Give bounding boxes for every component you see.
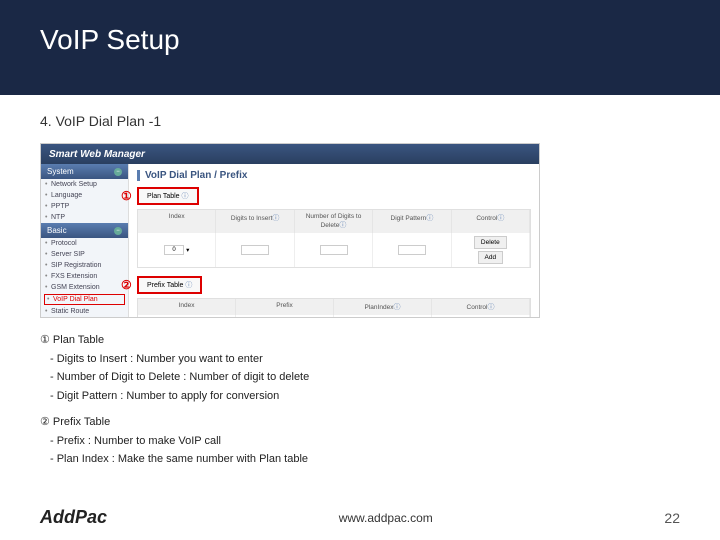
sidebar-item[interactable]: PPTP [41,201,128,212]
plan-table-label: ① Plan Table ⓘ [137,187,199,205]
info-icon[interactable]: ⓘ [393,304,400,311]
info-icon[interactable]: ⓘ [426,215,433,222]
note-title: ② Prefix Table [40,414,680,431]
callout-2: ② [121,278,132,292]
note-line: - Plan Index : Make the same number with… [40,451,680,468]
page-number: 22 [664,510,680,526]
slide-header: VoIP Setup [0,0,720,95]
col-header: Index [138,210,216,233]
sidebar-section-basic[interactable]: Basic− [41,223,128,238]
info-icon[interactable]: ⓘ [497,215,504,222]
sidebar-item[interactable]: Server SIP [41,249,128,260]
sidebar-item[interactable]: Network Setup [41,179,128,190]
col-header: Controlⓘ [432,299,530,315]
page-title: VoIP Dial Plan / Prefix [137,170,531,181]
info-icon[interactable]: ⓘ [272,215,279,222]
explanation-notes: ① Plan Table - Digits to Insert : Number… [40,332,680,468]
sidebar-item[interactable]: Protocol [41,238,128,249]
add-button[interactable]: Add [478,251,504,264]
info-icon[interactable]: ⓘ [180,193,189,200]
collapse-icon: − [114,168,122,176]
col-header: Number of Digits to Deleteⓘ [295,210,373,233]
footer-url: www.addpac.com [107,511,664,525]
prefix-table: Index Prefix PlanIndexⓘ Controlⓘ 0▾ N/A▾… [137,298,531,318]
sidebar-item[interactable]: Language [41,190,128,201]
sidebar-item[interactable]: FXS Extension [41,271,128,282]
prefix-table-label: ② Prefix Table ⓘ [137,276,202,294]
sidebar-item[interactable]: NTP [41,212,128,223]
note-line: - Digits to Insert : Number you want to … [40,351,680,368]
slide-title: VoIP Setup [40,24,720,56]
logo: AddPac [40,507,107,528]
collapse-icon: − [114,227,122,235]
swm-header: Smart Web Manager [41,144,539,164]
callout-1: ① [121,189,132,203]
sidebar-item[interactable]: GSM Extension [41,282,128,293]
note-line: - Prefix : Number to make VoIP call [40,433,680,450]
section-title: 4. VoIP Dial Plan -1 [40,113,680,129]
info-icon[interactable]: ⓘ [487,304,494,311]
app-screenshot: Smart Web Manager System− Network Setup … [40,143,540,318]
digit-pattern-input[interactable] [398,245,426,255]
index-select[interactable]: 0 [164,245,184,255]
digits-delete-input[interactable] [320,245,348,255]
sidebar-item-active[interactable]: VoIP Dial Plan [44,294,125,305]
swm-sidebar: System− Network Setup Language PPTP NTP … [41,164,129,317]
chevron-down-icon: ▾ [186,246,189,254]
col-header: Digit Patternⓘ [373,210,451,233]
delete-button[interactable]: Delete [474,236,507,249]
digits-insert-input[interactable] [241,245,269,255]
slide-footer: AddPac www.addpac.com 22 [0,507,720,528]
col-header: Prefix [236,299,334,315]
col-header: Digits to Insertⓘ [216,210,294,233]
swm-brand: Smart Web Manager [49,149,145,160]
sidebar-section-system[interactable]: System− [41,164,128,179]
note-title: ① Plan Table [40,332,680,349]
col-header: Controlⓘ [452,210,530,233]
note-line: - Number of Digit to Delete : Number of … [40,369,680,386]
slide-content: 4. VoIP Dial Plan -1 Smart Web Manager S… [0,95,720,468]
col-header: PlanIndexⓘ [334,299,432,315]
sidebar-item[interactable]: Hot Line [41,317,128,318]
sidebar-item[interactable]: SIP Registration [41,260,128,271]
note-line: - Digit Pattern : Number to apply for co… [40,388,680,405]
swm-main: VoIP Dial Plan / Prefix ① Plan Table ⓘ I… [129,164,539,317]
sidebar-item[interactable]: Static Route [41,306,128,317]
info-icon[interactable]: ⓘ [339,222,346,229]
plan-table: Index Digits to Insertⓘ Number of Digits… [137,209,531,268]
info-icon[interactable]: ⓘ [183,282,192,289]
col-header: Index [138,299,236,315]
